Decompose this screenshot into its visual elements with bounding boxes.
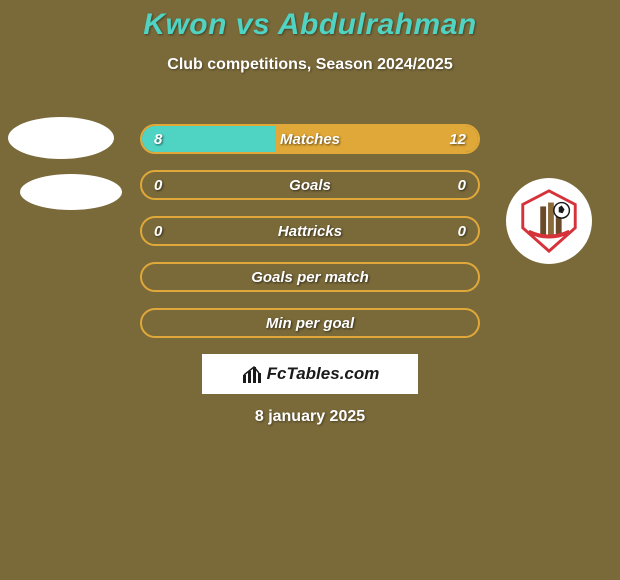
date-text: 8 january 2025 bbox=[0, 408, 620, 426]
stat-row: 0 0 Goals bbox=[140, 170, 480, 200]
brand-box: FcTables.com bbox=[202, 354, 418, 394]
stat-label: Hattricks bbox=[278, 223, 342, 240]
stat-row: 8 12 Matches bbox=[140, 124, 480, 154]
stat-rows-container: 8 12 Matches 0 0 Goals 0 0 Hattricks Goals per ma… bbox=[140, 124, 480, 354]
stat-row: Goals per match bbox=[140, 262, 480, 292]
crest-bar-icon bbox=[540, 206, 546, 235]
stat-value-right: 0 bbox=[458, 177, 466, 194]
stat-label: Matches bbox=[280, 131, 340, 148]
avatar-right bbox=[506, 178, 592, 264]
bars-icon bbox=[241, 363, 263, 385]
stat-value-left: 8 bbox=[154, 131, 162, 148]
subtitle: Club competitions, Season 2024/2025 bbox=[0, 56, 620, 74]
avatar-left-bottom bbox=[20, 174, 122, 210]
club-crest-icon bbox=[515, 187, 583, 255]
content-area: Kwon vs Abdulrahman Club competitions, S… bbox=[0, 0, 620, 74]
stat-label: Goals per match bbox=[251, 269, 369, 286]
stat-value-left: 0 bbox=[154, 223, 162, 240]
crest-bar-icon bbox=[548, 203, 554, 236]
avatar-left-top bbox=[8, 117, 114, 159]
stat-label: Min per goal bbox=[266, 315, 354, 332]
stat-value-left: 0 bbox=[154, 177, 162, 194]
stat-row: Min per goal bbox=[140, 308, 480, 338]
page-title: Kwon vs Abdulrahman bbox=[0, 8, 620, 42]
brand-text: FcTables.com bbox=[267, 364, 380, 384]
stat-value-right: 12 bbox=[449, 131, 466, 148]
stat-label: Goals bbox=[289, 177, 331, 194]
stat-value-right: 0 bbox=[458, 223, 466, 240]
stat-row: 0 0 Hattricks bbox=[140, 216, 480, 246]
